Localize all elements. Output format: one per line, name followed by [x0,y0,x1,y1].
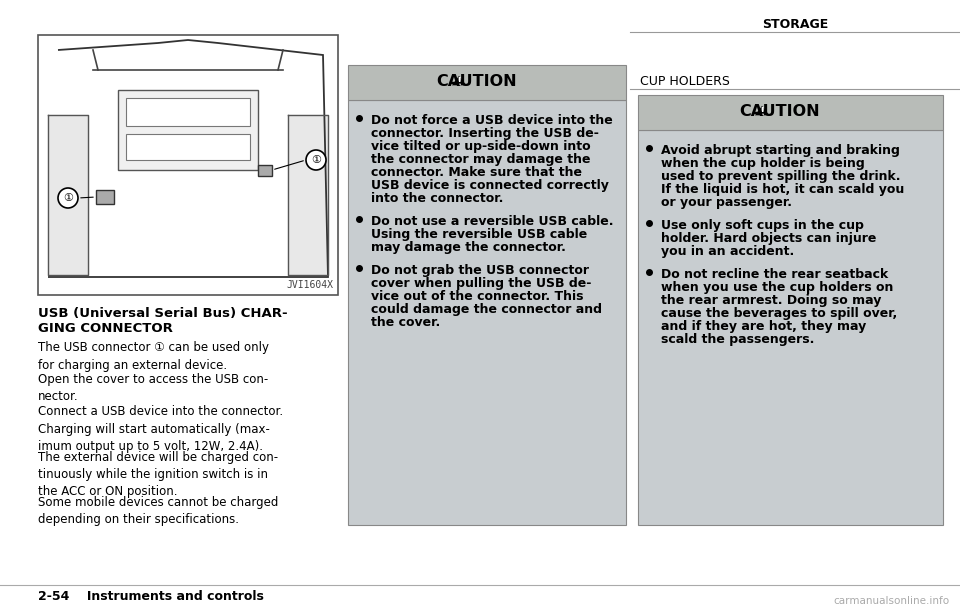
Text: !: ! [456,78,462,87]
Text: The USB connector ① can be used only
for charging an external device.: The USB connector ① can be used only for… [38,341,269,371]
Text: Open the cover to access the USB con-
nector.: Open the cover to access the USB con- ne… [38,373,268,403]
Text: Do not use a reversible USB cable.: Do not use a reversible USB cable. [371,215,613,228]
Text: connector. Inserting the USB de-: connector. Inserting the USB de- [371,127,599,140]
Text: and if they are hot, they may: and if they are hot, they may [661,320,866,333]
Bar [348,100,626,525]
Text: STORAGE: STORAGE [762,18,828,31]
Text: Avoid abrupt starting and braking: Avoid abrupt starting and braking [661,144,900,157]
Circle shape [306,150,326,170]
Bar [348,65,626,100]
Text: the cover.: the cover. [371,316,441,329]
Text: when the cup holder is being: when the cup holder is being [661,157,865,170]
Bar [96,190,114,204]
Text: Using the reversible USB cable: Using the reversible USB cable [371,228,588,241]
Text: JVI1604X: JVI1604X [286,280,333,290]
Bar [258,165,272,176]
Bar [126,98,250,126]
Text: when you use the cup holders on: when you use the cup holders on [661,281,894,294]
Text: the connector may damage the: the connector may damage the [371,153,590,166]
Text: vice tilted or up-side-down into: vice tilted or up-side-down into [371,140,590,153]
Polygon shape [755,106,769,115]
Text: CAUTION: CAUTION [437,75,517,89]
Bar [638,130,943,525]
Text: 2-54    Instruments and controls: 2-54 Instruments and controls [38,590,264,604]
Bar [638,95,943,130]
Text: you in an accident.: you in an accident. [661,245,794,258]
Bar [126,134,250,160]
Text: USB device is connected correctly: USB device is connected correctly [371,179,609,192]
Text: CUP HOLDERS: CUP HOLDERS [640,75,730,88]
Text: USB (Universal Serial Bus) CHAR-: USB (Universal Serial Bus) CHAR- [38,307,288,320]
Text: cover when pulling the USB de-: cover when pulling the USB de- [371,277,591,290]
Text: or your passenger.: or your passenger. [661,196,792,209]
Text: Some mobile devices cannot be charged
depending on their specifications.: Some mobile devices cannot be charged de… [38,496,278,527]
Text: vice out of the connector. This: vice out of the connector. This [371,290,584,303]
Text: ①: ① [311,155,321,165]
Text: CAUTION: CAUTION [740,104,820,120]
Text: Use only soft cups in the cup: Use only soft cups in the cup [661,219,864,232]
Text: scald the passengers.: scald the passengers. [661,333,814,346]
Polygon shape [452,76,467,86]
Text: holder. Hard objects can injure: holder. Hard objects can injure [661,232,876,245]
Text: used to prevent spilling the drink.: used to prevent spilling the drink. [661,170,900,183]
Bar [38,35,338,295]
Bar [118,90,258,170]
Text: could damage the connector and: could damage the connector and [371,303,602,316]
Text: the rear armrest. Doing so may: the rear armrest. Doing so may [661,294,881,307]
Text: ①: ① [63,193,73,203]
Text: !: ! [759,108,765,117]
Text: The external device will be charged con-
tinuously while the ignition switch is : The external device will be charged con-… [38,450,278,499]
Text: may damage the connector.: may damage the connector. [371,241,565,254]
Circle shape [58,188,78,208]
Text: If the liquid is hot, it can scald you: If the liquid is hot, it can scald you [661,183,904,196]
Text: Do not grab the USB connector: Do not grab the USB connector [371,264,589,277]
Text: connector. Make sure that the: connector. Make sure that the [371,166,582,179]
Text: Connect a USB device into the connector.
Charging will start automatically (max-: Connect a USB device into the connector.… [38,405,283,453]
Text: Do not force a USB device into the: Do not force a USB device into the [371,114,612,127]
Text: cause the beverages to spill over,: cause the beverages to spill over, [661,307,898,320]
Text: carmanualsonline.info: carmanualsonline.info [834,596,950,606]
Text: Do not recline the rear seatback: Do not recline the rear seatback [661,268,888,281]
Text: into the connector.: into the connector. [371,192,503,205]
Text: GING CONNECTOR: GING CONNECTOR [38,322,173,335]
